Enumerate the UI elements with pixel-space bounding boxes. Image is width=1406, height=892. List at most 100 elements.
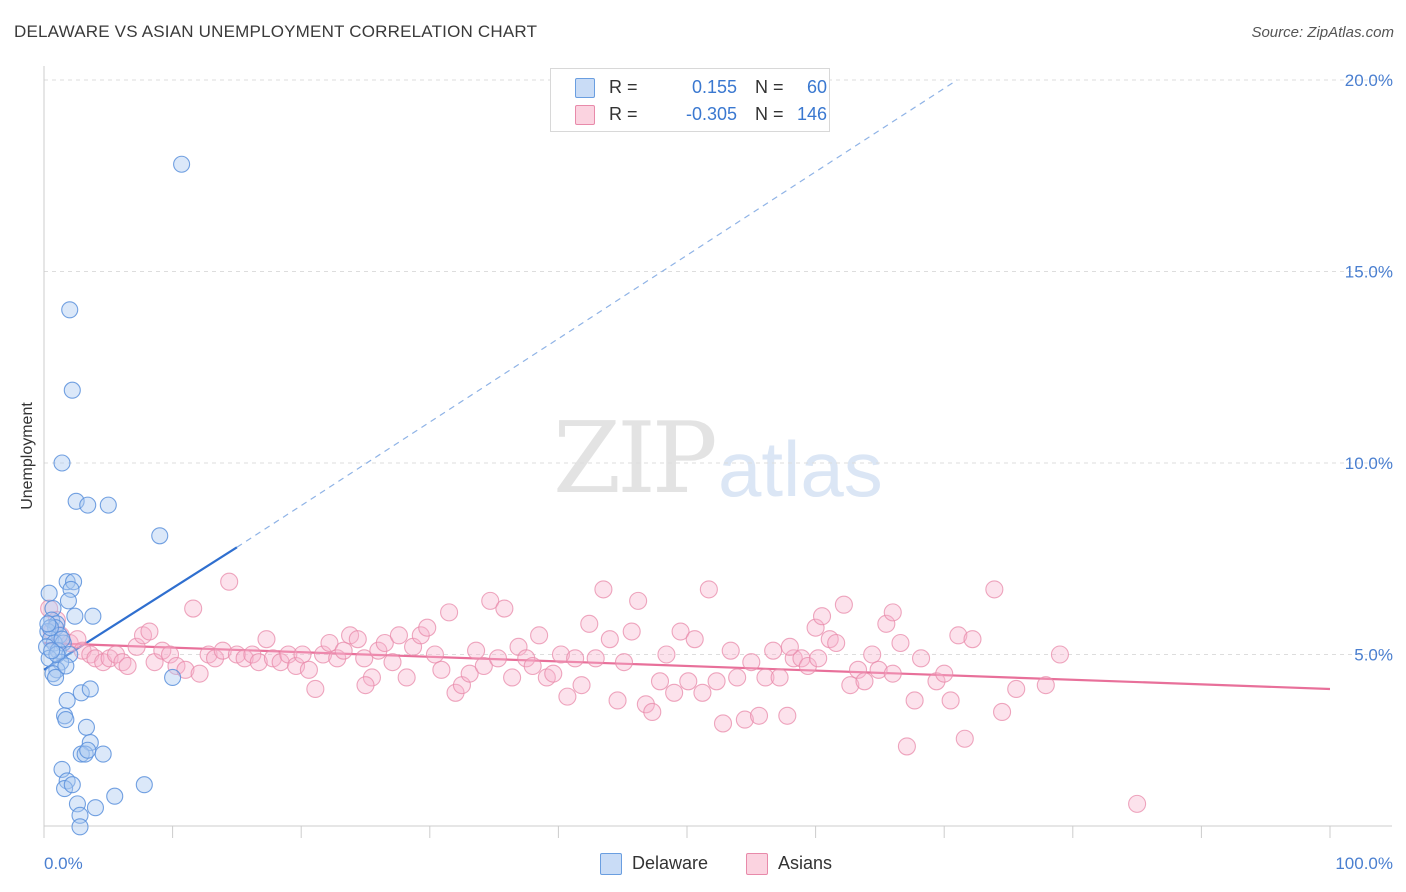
asians-point bbox=[375, 633, 394, 653]
asians-point bbox=[503, 668, 522, 687]
asians-point bbox=[614, 653, 634, 672]
asians-point bbox=[963, 630, 982, 649]
asians-point bbox=[780, 637, 799, 656]
asians-point bbox=[566, 649, 585, 668]
legend-n-value: 60 bbox=[806, 77, 827, 97]
axes bbox=[43, 66, 1392, 838]
delaware-point bbox=[58, 573, 76, 591]
tick-labels: 5.0% 10.0% 15.0% 20.0% 0.0% 100.0% bbox=[44, 71, 1393, 873]
delaware-point bbox=[86, 799, 104, 817]
asians-point bbox=[488, 649, 508, 668]
delaware-point bbox=[39, 615, 57, 633]
legend-r-value: 0.155 bbox=[691, 77, 737, 97]
legend-n-label: N = bbox=[755, 77, 784, 97]
asians-point bbox=[68, 630, 87, 649]
asians-point bbox=[190, 664, 209, 683]
asians-point bbox=[544, 664, 563, 683]
asians-point bbox=[728, 668, 747, 687]
asians-point bbox=[721, 641, 740, 660]
asians-point bbox=[693, 683, 712, 702]
delaware-point bbox=[40, 584, 58, 602]
asians-point bbox=[665, 683, 684, 702]
delaware-point bbox=[61, 301, 79, 319]
asians-point bbox=[679, 672, 698, 691]
asians-point bbox=[306, 679, 325, 699]
legend-n-label: N = bbox=[755, 104, 784, 124]
asians-point bbox=[699, 580, 718, 599]
asians-point bbox=[397, 668, 416, 687]
y-tick-label: 10.0% bbox=[1345, 454, 1393, 473]
asians-point bbox=[320, 633, 339, 653]
asians-point bbox=[941, 691, 960, 710]
asians-point bbox=[355, 649, 374, 668]
asians-point bbox=[243, 645, 262, 664]
asians-point bbox=[1007, 679, 1026, 699]
asians-point bbox=[530, 626, 549, 645]
asians-point bbox=[572, 676, 591, 695]
delaware-point bbox=[151, 527, 169, 545]
asians-trend-line bbox=[43, 641, 1331, 691]
delaware-point bbox=[94, 745, 112, 763]
asians-point bbox=[812, 607, 832, 626]
asians-point bbox=[118, 656, 137, 676]
asians-point bbox=[184, 599, 203, 618]
asians-point bbox=[213, 641, 232, 660]
asians-point bbox=[167, 656, 186, 676]
asians-point bbox=[425, 645, 444, 664]
delaware-point bbox=[58, 691, 76, 710]
delaware-point bbox=[106, 787, 124, 805]
legend-n-value: 146 bbox=[796, 104, 827, 124]
asians-point bbox=[293, 645, 312, 664]
asians-point bbox=[636, 695, 655, 714]
trend-lines bbox=[43, 79, 1331, 691]
asians-point bbox=[912, 649, 931, 668]
asians-point bbox=[713, 714, 733, 733]
delaware-point bbox=[53, 630, 71, 648]
x-tick-label: 100.0% bbox=[1335, 854, 1393, 873]
delaware-point bbox=[63, 776, 81, 794]
delaware-trend-extension bbox=[236, 79, 958, 548]
asians-point bbox=[749, 706, 769, 725]
asians-point bbox=[809, 649, 828, 668]
source-label: Source: ZipAtlas.com bbox=[1251, 24, 1394, 41]
asians-point bbox=[993, 702, 1012, 722]
asians-point bbox=[1050, 645, 1069, 664]
delaware-point bbox=[81, 680, 99, 698]
asians-point bbox=[523, 656, 542, 676]
asians-point bbox=[869, 660, 888, 679]
delaware-point bbox=[57, 657, 75, 675]
asians-point bbox=[481, 591, 500, 610]
delaware-point bbox=[56, 779, 74, 798]
asians-point bbox=[927, 672, 946, 691]
delaware-point bbox=[84, 607, 102, 625]
gridlines bbox=[44, 79, 1392, 655]
asians-point bbox=[855, 672, 874, 691]
asians-point bbox=[314, 645, 333, 664]
delaware-point bbox=[164, 668, 182, 687]
asians-points bbox=[40, 572, 1147, 813]
legend-r-label: R = bbox=[609, 104, 638, 124]
delaware-point bbox=[77, 718, 95, 736]
asians-point bbox=[586, 649, 605, 668]
asians-point bbox=[257, 630, 276, 649]
delaware-point bbox=[43, 642, 61, 660]
asians-point bbox=[594, 580, 613, 599]
asians-point bbox=[517, 649, 536, 668]
asians-point bbox=[176, 660, 195, 679]
delaware-point bbox=[135, 776, 153, 794]
asians-point bbox=[474, 656, 493, 676]
watermark-zip: ZIP bbox=[553, 402, 718, 516]
asians-point bbox=[778, 706, 797, 725]
asians-point bbox=[220, 572, 239, 591]
asians-point bbox=[389, 626, 408, 645]
asians-point bbox=[1036, 676, 1055, 695]
asians-point bbox=[362, 668, 381, 687]
bottom-legend-label-asians: Asians bbox=[778, 853, 833, 873]
asians-point bbox=[806, 618, 825, 637]
asians-point bbox=[841, 676, 860, 695]
asians-point bbox=[432, 660, 451, 679]
asians-point bbox=[949, 626, 968, 645]
legend-r-value: -0.305 bbox=[685, 104, 737, 124]
bottom-legend-swatch-delaware bbox=[600, 853, 622, 875]
